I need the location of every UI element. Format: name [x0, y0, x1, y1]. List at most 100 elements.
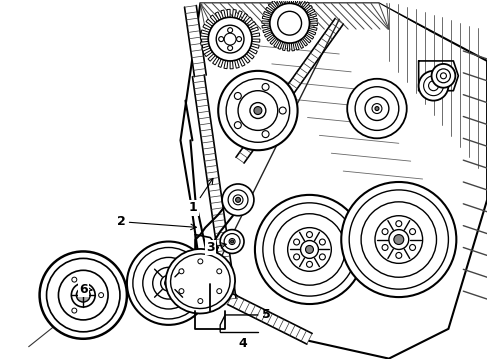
Polygon shape	[286, 43, 289, 51]
Circle shape	[346, 79, 406, 138]
Polygon shape	[246, 52, 254, 59]
Text: 1: 1	[189, 179, 213, 214]
Polygon shape	[202, 46, 210, 51]
Circle shape	[381, 244, 387, 251]
Polygon shape	[289, 0, 291, 4]
Polygon shape	[305, 33, 313, 39]
Polygon shape	[251, 33, 259, 37]
Polygon shape	[201, 30, 209, 35]
Polygon shape	[226, 9, 230, 17]
Circle shape	[234, 93, 241, 99]
Text: 2: 2	[116, 215, 196, 230]
Circle shape	[208, 17, 251, 61]
Polygon shape	[262, 28, 270, 33]
Circle shape	[218, 37, 223, 41]
Circle shape	[409, 229, 415, 235]
Circle shape	[198, 298, 203, 303]
Polygon shape	[271, 0, 278, 8]
Polygon shape	[230, 61, 233, 69]
Circle shape	[218, 71, 297, 150]
Polygon shape	[292, 0, 296, 4]
Circle shape	[198, 259, 203, 264]
Circle shape	[236, 37, 241, 41]
Circle shape	[72, 308, 77, 313]
Polygon shape	[249, 27, 258, 32]
Circle shape	[235, 197, 240, 202]
Circle shape	[418, 71, 447, 100]
Polygon shape	[215, 12, 221, 20]
Polygon shape	[243, 55, 249, 63]
Polygon shape	[284, 0, 287, 4]
Polygon shape	[200, 41, 208, 45]
Circle shape	[127, 242, 210, 325]
Circle shape	[220, 230, 244, 253]
Text: 6: 6	[79, 283, 92, 296]
Polygon shape	[262, 16, 270, 20]
Circle shape	[269, 3, 309, 43]
Polygon shape	[308, 27, 316, 30]
Polygon shape	[212, 57, 219, 65]
Polygon shape	[309, 23, 317, 26]
Text: 4: 4	[238, 337, 247, 350]
Circle shape	[179, 289, 183, 294]
Circle shape	[72, 277, 77, 282]
Polygon shape	[210, 15, 217, 23]
Polygon shape	[307, 14, 316, 18]
Polygon shape	[265, 7, 273, 13]
Circle shape	[99, 293, 103, 298]
Polygon shape	[218, 59, 223, 67]
Circle shape	[222, 184, 253, 216]
Circle shape	[161, 275, 176, 291]
Circle shape	[227, 46, 232, 50]
Circle shape	[254, 195, 364, 304]
Circle shape	[249, 103, 265, 118]
Circle shape	[395, 221, 401, 227]
Circle shape	[306, 231, 312, 238]
Circle shape	[293, 254, 299, 260]
Circle shape	[233, 195, 243, 205]
Polygon shape	[302, 2, 309, 9]
Polygon shape	[275, 0, 281, 6]
Polygon shape	[180, 3, 486, 359]
Polygon shape	[236, 18, 343, 163]
Text: 3: 3	[205, 241, 226, 254]
Polygon shape	[221, 10, 225, 18]
Polygon shape	[277, 41, 282, 49]
Circle shape	[262, 84, 268, 90]
Circle shape	[374, 107, 378, 111]
Polygon shape	[268, 4, 275, 10]
Polygon shape	[294, 42, 299, 50]
Polygon shape	[207, 54, 215, 61]
Polygon shape	[192, 75, 236, 300]
Circle shape	[393, 235, 403, 244]
Polygon shape	[269, 37, 276, 45]
Circle shape	[179, 269, 183, 274]
Circle shape	[395, 252, 401, 258]
Polygon shape	[297, 40, 303, 48]
Text: 5: 5	[262, 309, 271, 321]
Circle shape	[279, 107, 285, 114]
Circle shape	[253, 107, 262, 114]
Polygon shape	[304, 5, 312, 12]
Circle shape	[388, 230, 408, 249]
Polygon shape	[224, 60, 227, 69]
Polygon shape	[306, 9, 314, 15]
Circle shape	[224, 33, 236, 45]
Polygon shape	[234, 60, 239, 68]
Polygon shape	[203, 24, 211, 30]
Polygon shape	[184, 5, 206, 77]
Polygon shape	[262, 25, 269, 28]
Circle shape	[40, 251, 127, 339]
Circle shape	[319, 254, 325, 260]
Polygon shape	[296, 0, 301, 5]
Circle shape	[227, 28, 232, 33]
Circle shape	[76, 288, 90, 302]
Polygon shape	[205, 19, 213, 26]
Polygon shape	[303, 36, 310, 43]
Polygon shape	[264, 32, 272, 37]
Polygon shape	[200, 3, 427, 31]
Circle shape	[440, 73, 446, 79]
Circle shape	[216, 269, 221, 274]
Circle shape	[71, 283, 95, 307]
Polygon shape	[291, 43, 294, 51]
